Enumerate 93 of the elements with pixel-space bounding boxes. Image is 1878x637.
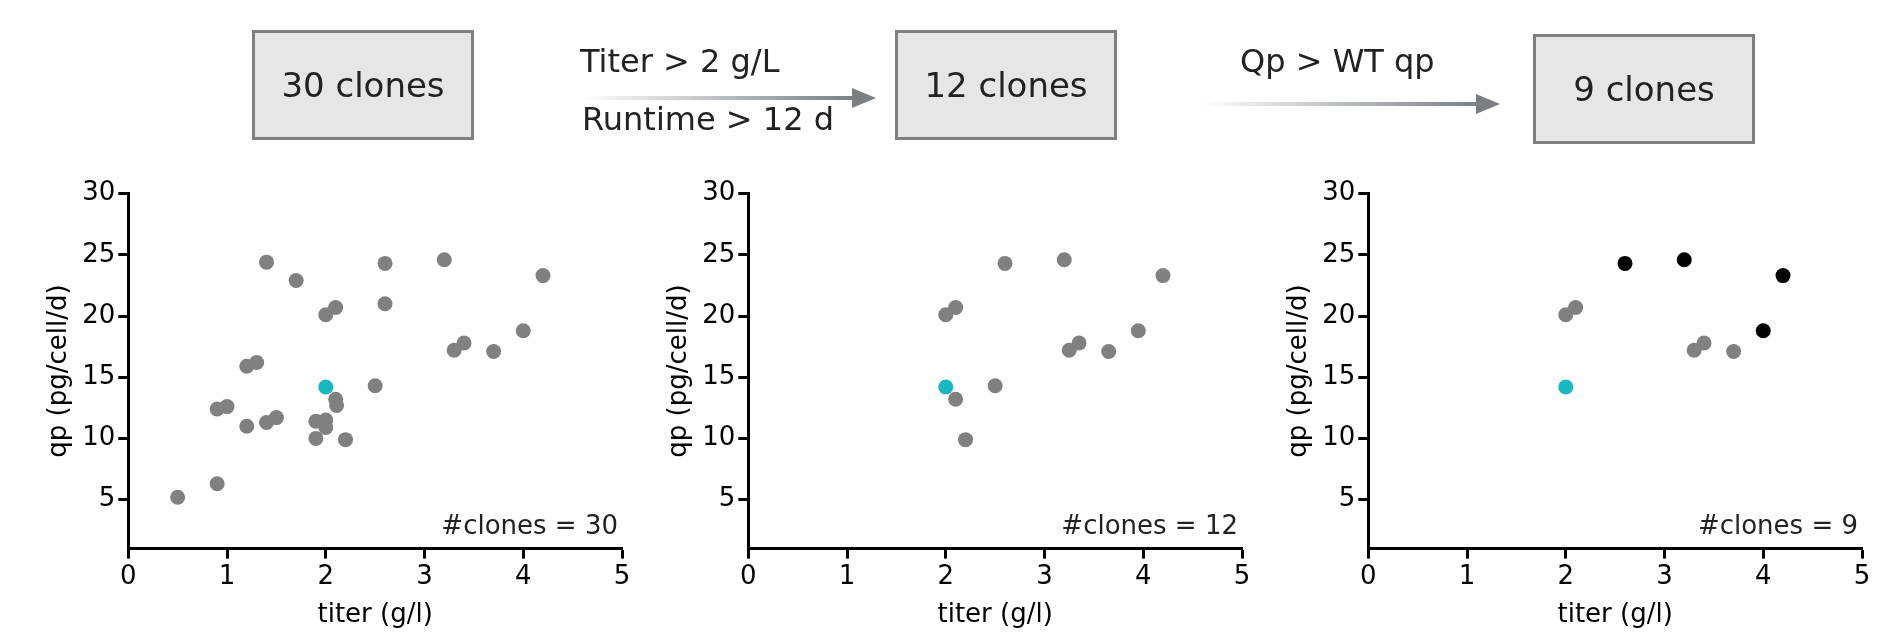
point: [515, 323, 531, 339]
point: [1071, 335, 1087, 351]
y-tick-label: 30: [1322, 176, 1356, 207]
point: [288, 273, 304, 289]
annotation: #clones = 9: [1697, 510, 1858, 541]
point: [308, 430, 324, 446]
point: [1568, 299, 1584, 315]
point: [1696, 335, 1712, 351]
x-tick-label: 1: [218, 559, 236, 590]
x-tick-label: 0: [740, 559, 757, 590]
y-tick-label: 15: [702, 359, 736, 390]
point: [328, 299, 344, 315]
point: [436, 252, 452, 268]
x-tick-label: 1: [1458, 559, 1476, 590]
y-axis-title: qp (pg/cell/d): [662, 284, 693, 458]
y-tick-label: 25: [1322, 237, 1356, 268]
point: [997, 255, 1013, 271]
point: [1686, 342, 1702, 358]
x-tick-label: 3: [416, 559, 433, 590]
y-axis-title: qp (pg/cell/d): [1282, 284, 1313, 458]
text: Titer > 2 g/L: [580, 42, 780, 80]
annotation: #clones = 30: [441, 510, 618, 541]
point: [259, 254, 275, 270]
point: [948, 391, 964, 407]
box: 9 clones: [1533, 34, 1755, 144]
box: 30 clones: [252, 30, 474, 140]
point: [486, 344, 502, 360]
point: [209, 476, 225, 492]
x-axis-title: titer (g/l): [937, 598, 1053, 629]
point: [446, 342, 462, 358]
point: [1755, 323, 1771, 339]
y-tick-label: 5: [1338, 482, 1356, 513]
point: [1101, 344, 1117, 360]
x-tick-label: 3: [1036, 559, 1053, 590]
x-tick-label: 1: [838, 559, 856, 590]
x-tick-label: 3: [1656, 559, 1673, 590]
point: [1061, 342, 1077, 358]
point: [987, 378, 1003, 394]
point: [1155, 268, 1171, 284]
y-tick-label: 15: [1322, 359, 1356, 390]
y-tick-label: 20: [702, 298, 736, 329]
point: [219, 399, 235, 415]
x-tick-label: 2: [937, 559, 955, 590]
y-tick-label: 30: [702, 176, 736, 207]
y-tick-label: 10: [702, 421, 736, 452]
point: [948, 299, 964, 315]
point: [1558, 379, 1574, 395]
y-tick-label: 25: [82, 237, 116, 268]
x-tick-label: 2: [1557, 559, 1575, 590]
point: [1726, 344, 1742, 360]
point: [338, 432, 354, 448]
point: [249, 355, 265, 371]
point: [938, 379, 954, 395]
text: Runtime > 12 d: [582, 100, 835, 138]
point: [1676, 252, 1692, 268]
x-tick-label: 5: [1233, 559, 1251, 590]
x-tick-label: 0: [1360, 559, 1377, 590]
x-tick-label: 4: [1754, 559, 1772, 590]
y-axis-title: qp (pg/cell/d): [42, 284, 73, 458]
y-tick-label: 5: [718, 482, 736, 513]
point: [1775, 268, 1791, 284]
y-tick-label: 15: [82, 359, 116, 390]
box: 12 clones: [895, 30, 1117, 140]
point: [268, 410, 284, 426]
point: [535, 268, 551, 284]
point: [958, 432, 974, 448]
point: [456, 335, 472, 351]
x-axis-title: titer (g/l): [1557, 598, 1673, 629]
y-tick-label: 25: [702, 237, 736, 268]
point: [1130, 323, 1146, 339]
point: [377, 255, 393, 271]
y-tick-label: 10: [1322, 421, 1356, 452]
x-tick-label: 4: [1134, 559, 1152, 590]
point: [318, 379, 334, 395]
y-tick-label: 20: [82, 298, 116, 329]
point: [377, 296, 393, 312]
point: [170, 489, 186, 505]
point: [1617, 255, 1633, 271]
y-tick-label: 10: [82, 421, 116, 452]
x-axis-title: titer (g/l): [317, 598, 433, 629]
x-tick-label: 4: [514, 559, 532, 590]
annotation: #clones = 12: [1061, 510, 1238, 541]
point: [239, 418, 255, 434]
text: Qp > WT qp: [1240, 42, 1435, 80]
x-tick-label: 2: [317, 559, 335, 590]
x-tick-label: 0: [120, 559, 137, 590]
y-tick-label: 30: [82, 176, 116, 207]
x-tick-label: 5: [613, 559, 631, 590]
y-tick-label: 5: [98, 482, 116, 513]
x-tick-label: 5: [1853, 559, 1871, 590]
y-tick-label: 20: [1322, 298, 1356, 329]
point: [1056, 252, 1072, 268]
point: [367, 378, 383, 394]
